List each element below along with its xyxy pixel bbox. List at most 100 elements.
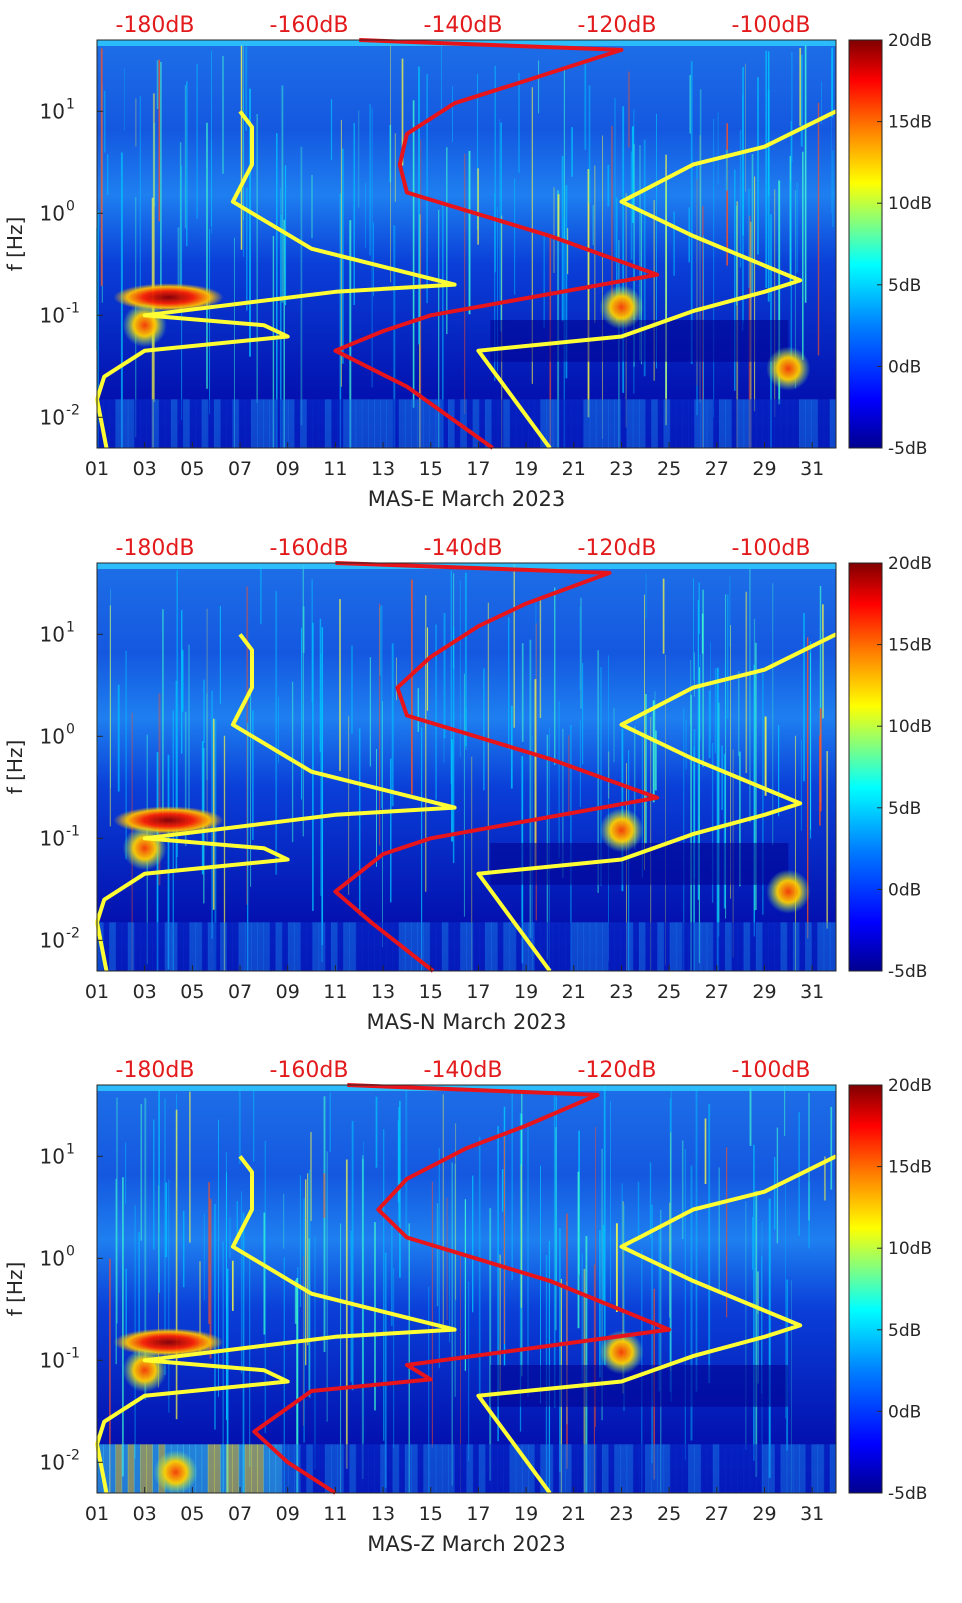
low-band-cell <box>398 1444 406 1493</box>
red-curve <box>252 1083 672 1495</box>
low-frequency-band <box>97 399 837 448</box>
low-band-cell <box>719 399 726 448</box>
low-band-cell <box>398 399 406 448</box>
colorbar-label: 20dB <box>888 31 932 51</box>
top-axis-label: -160dB <box>270 536 349 561</box>
low-band-cell <box>201 922 209 971</box>
low-band-cell <box>792 399 800 448</box>
low-band-cell <box>251 1444 258 1493</box>
low-band-cell <box>565 1444 572 1493</box>
colorbar-label: 0dB <box>888 1402 921 1422</box>
red-curve <box>333 561 660 973</box>
low-band-cell <box>207 1444 215 1493</box>
low-band-cell <box>294 922 301 971</box>
low-band-cell <box>423 1444 431 1493</box>
x-tick-label: 03 <box>133 1503 157 1525</box>
low-band-cell <box>811 399 819 448</box>
low-band-cell <box>195 922 203 971</box>
low-band-cell <box>620 1444 628 1493</box>
low-band-cell <box>669 922 677 971</box>
low-band-cell <box>368 1444 375 1493</box>
low-band-cell <box>331 399 338 448</box>
low-band-cell <box>491 399 498 448</box>
x-tick-label: 17 <box>466 981 490 1003</box>
low-band-cell <box>257 399 264 448</box>
low-band-cell <box>608 1444 615 1493</box>
low-band-cell <box>657 399 665 448</box>
colorbar-label: 15dB <box>888 1158 932 1178</box>
low-band-cell <box>571 399 578 448</box>
low-band-cell <box>355 922 363 971</box>
low-band-cell <box>829 399 837 448</box>
low-band-cell <box>257 1444 264 1493</box>
low-band-cell <box>417 922 424 971</box>
low-band-cell <box>306 922 314 971</box>
low-band-cell <box>725 922 732 971</box>
x-tick-label: 21 <box>562 981 586 1003</box>
low-band-cell <box>540 399 548 448</box>
low-band-cell <box>374 1444 381 1493</box>
low-band-cell <box>614 399 621 448</box>
low-band-cell <box>368 399 375 448</box>
x-tick-label: 13 <box>371 981 395 1003</box>
low-band-cell <box>214 399 221 448</box>
low-band-cell <box>632 922 640 971</box>
low-band-cell <box>343 1444 350 1493</box>
low-band-cell <box>700 1444 708 1493</box>
low-band-cell <box>300 1444 307 1493</box>
low-band-cell <box>614 922 621 971</box>
low-band-cell <box>232 922 240 971</box>
low-band-cell <box>435 922 443 971</box>
low-band-cell <box>682 1444 689 1493</box>
low-band-cell <box>448 922 455 971</box>
low-band-cell <box>823 922 831 971</box>
low-band-cell <box>774 922 782 971</box>
colorbar-label: -5dB <box>888 962 927 982</box>
hot-zone <box>122 826 167 871</box>
y-tick-exponent: 1 <box>66 96 75 112</box>
low-band-cell <box>515 1444 523 1493</box>
low-band-cell <box>749 1444 757 1493</box>
x-tick-label: 17 <box>466 1503 490 1525</box>
low-band-cell <box>177 922 184 971</box>
low-band-cell <box>349 1444 357 1493</box>
colorbar-label: 10dB <box>888 194 932 214</box>
low-band-cell <box>663 399 671 448</box>
low-band-cell <box>503 922 511 971</box>
yellow-curve-high <box>476 1154 837 1495</box>
x-tick-label: 03 <box>133 458 157 480</box>
low-band-cell <box>201 1444 209 1493</box>
colorbar <box>848 39 883 449</box>
low-band-cell <box>170 399 178 448</box>
low-band-cell <box>509 922 517 971</box>
plot-frame <box>96 1084 837 1494</box>
x-tick-label: 11 <box>323 981 347 1003</box>
hot-zone <box>599 1330 644 1375</box>
low-band-cell <box>263 922 270 971</box>
low-band-cell <box>361 399 369 448</box>
low-band-cell <box>441 399 449 448</box>
low-band-cell <box>706 399 714 448</box>
y-tick-exponent: 0 <box>66 1243 75 1259</box>
low-band-cell <box>521 1444 529 1493</box>
x-tick-label: 09 <box>276 981 300 1003</box>
y-tick-exponent: -2 <box>66 925 80 941</box>
low-band-cell <box>558 399 566 448</box>
y-axis-title: f [Hz] <box>3 740 27 795</box>
low-band-cell <box>140 1444 147 1493</box>
low-band-cell <box>620 399 628 448</box>
low-band-cell <box>103 922 110 971</box>
low-band-cell <box>152 922 160 971</box>
low-band-cell <box>466 399 474 448</box>
low-band-cell <box>466 922 474 971</box>
low-band-cell <box>565 399 572 448</box>
low-band-cell <box>448 399 455 448</box>
low-band-cell <box>780 399 788 448</box>
low-band-cell <box>743 399 751 448</box>
low-band-cell <box>238 1444 246 1493</box>
low-band-cell <box>688 922 695 971</box>
hot-zone <box>122 1348 167 1393</box>
top-axis-label: -140dB <box>424 13 503 38</box>
low-band-cell <box>158 922 166 971</box>
